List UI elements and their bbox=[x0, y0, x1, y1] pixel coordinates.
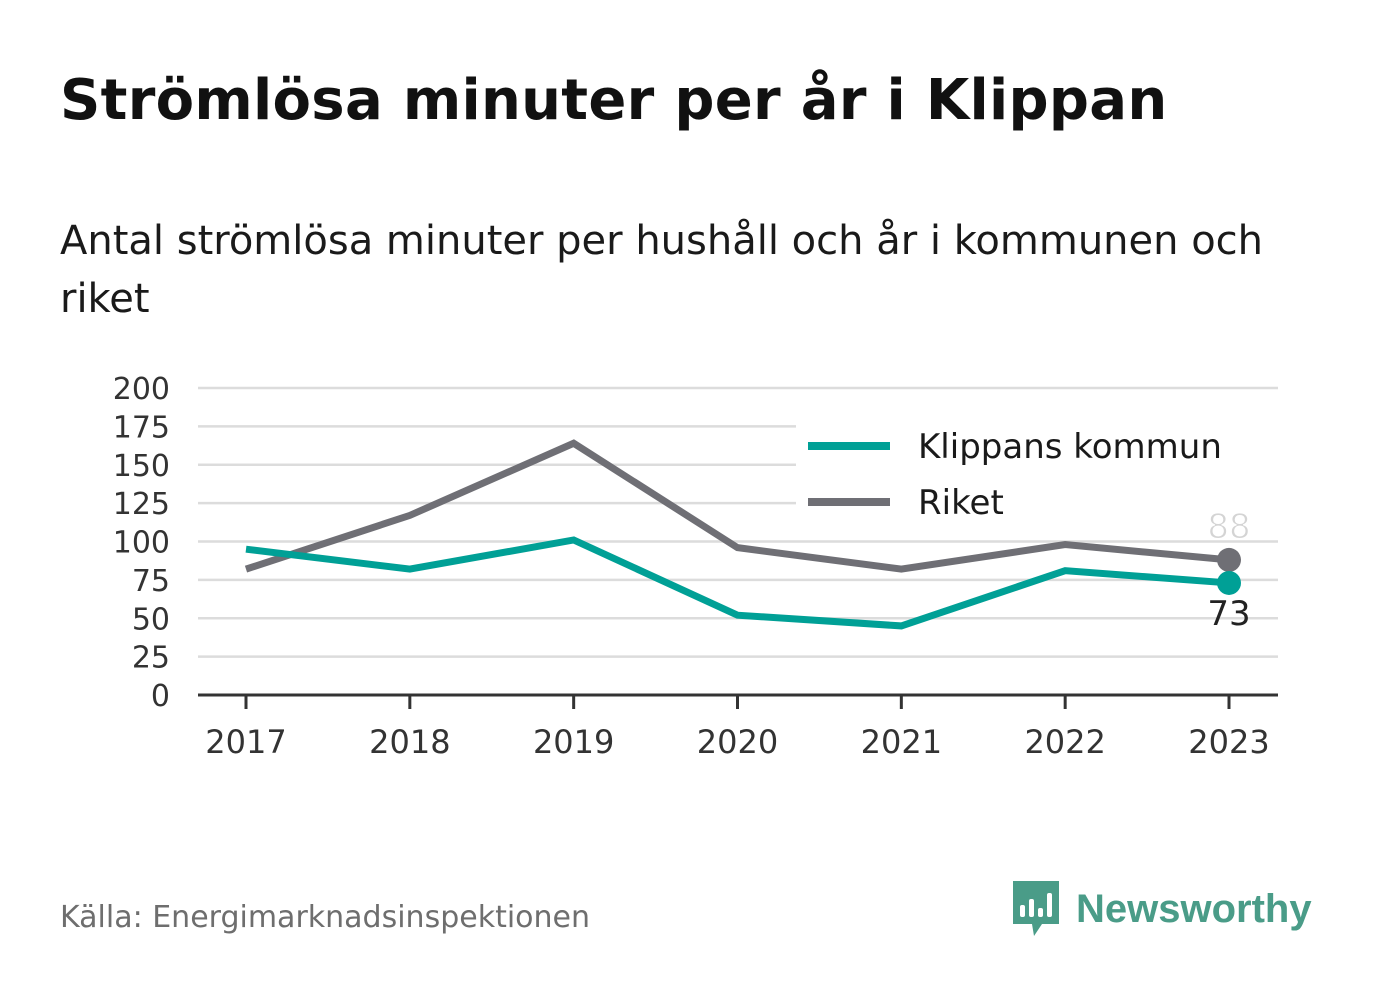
source-note: Källa: Energimarknadsinspektionen bbox=[60, 900, 591, 935]
x-tick-label: 2017 bbox=[205, 723, 286, 761]
y-tick-label: 175 bbox=[113, 410, 170, 445]
y-tick-label: 125 bbox=[113, 487, 170, 522]
x-tick-label: 2018 bbox=[369, 723, 450, 761]
y-tick-label: 75 bbox=[132, 564, 170, 599]
y-tick-label: 0 bbox=[151, 679, 170, 714]
x-tick-label: 2021 bbox=[861, 723, 942, 761]
chart-subtitle: Antal strömlösa minuter per hushåll och … bbox=[60, 218, 1264, 322]
y-tick-label: 150 bbox=[113, 449, 170, 484]
y-tick-label: 25 bbox=[132, 641, 170, 676]
brand-logo: Newsworthy bbox=[1010, 878, 1312, 940]
series-line-riket bbox=[244, 439, 1230, 573]
legend-label: Klippans kommun bbox=[918, 427, 1222, 467]
series-end-marker bbox=[1217, 547, 1241, 572]
y-tick-label: 200 bbox=[113, 372, 170, 407]
series-line-klippan bbox=[245, 536, 1230, 630]
x-tick-label: 2022 bbox=[1024, 723, 1105, 761]
series-end-marker bbox=[1217, 570, 1241, 595]
y-tick-label: 100 bbox=[113, 526, 170, 561]
legend-label: Riket bbox=[918, 483, 1004, 523]
bar-chart-speech-bubble-icon bbox=[1013, 881, 1059, 936]
data-label-riket: 88 bbox=[1207, 507, 1250, 547]
x-tick-label: 2019 bbox=[533, 723, 614, 761]
x-tick-label: 2020 bbox=[697, 723, 778, 761]
x-tick-label: 2023 bbox=[1188, 723, 1269, 761]
legend-box bbox=[796, 422, 1278, 530]
y-tick-label: 50 bbox=[132, 602, 170, 637]
chart-title: Strömlösa minuter per år i Klippan bbox=[60, 68, 1168, 133]
data-label-klippan: 73 bbox=[1207, 594, 1250, 634]
brand-name: Newsworthy bbox=[1076, 886, 1312, 931]
